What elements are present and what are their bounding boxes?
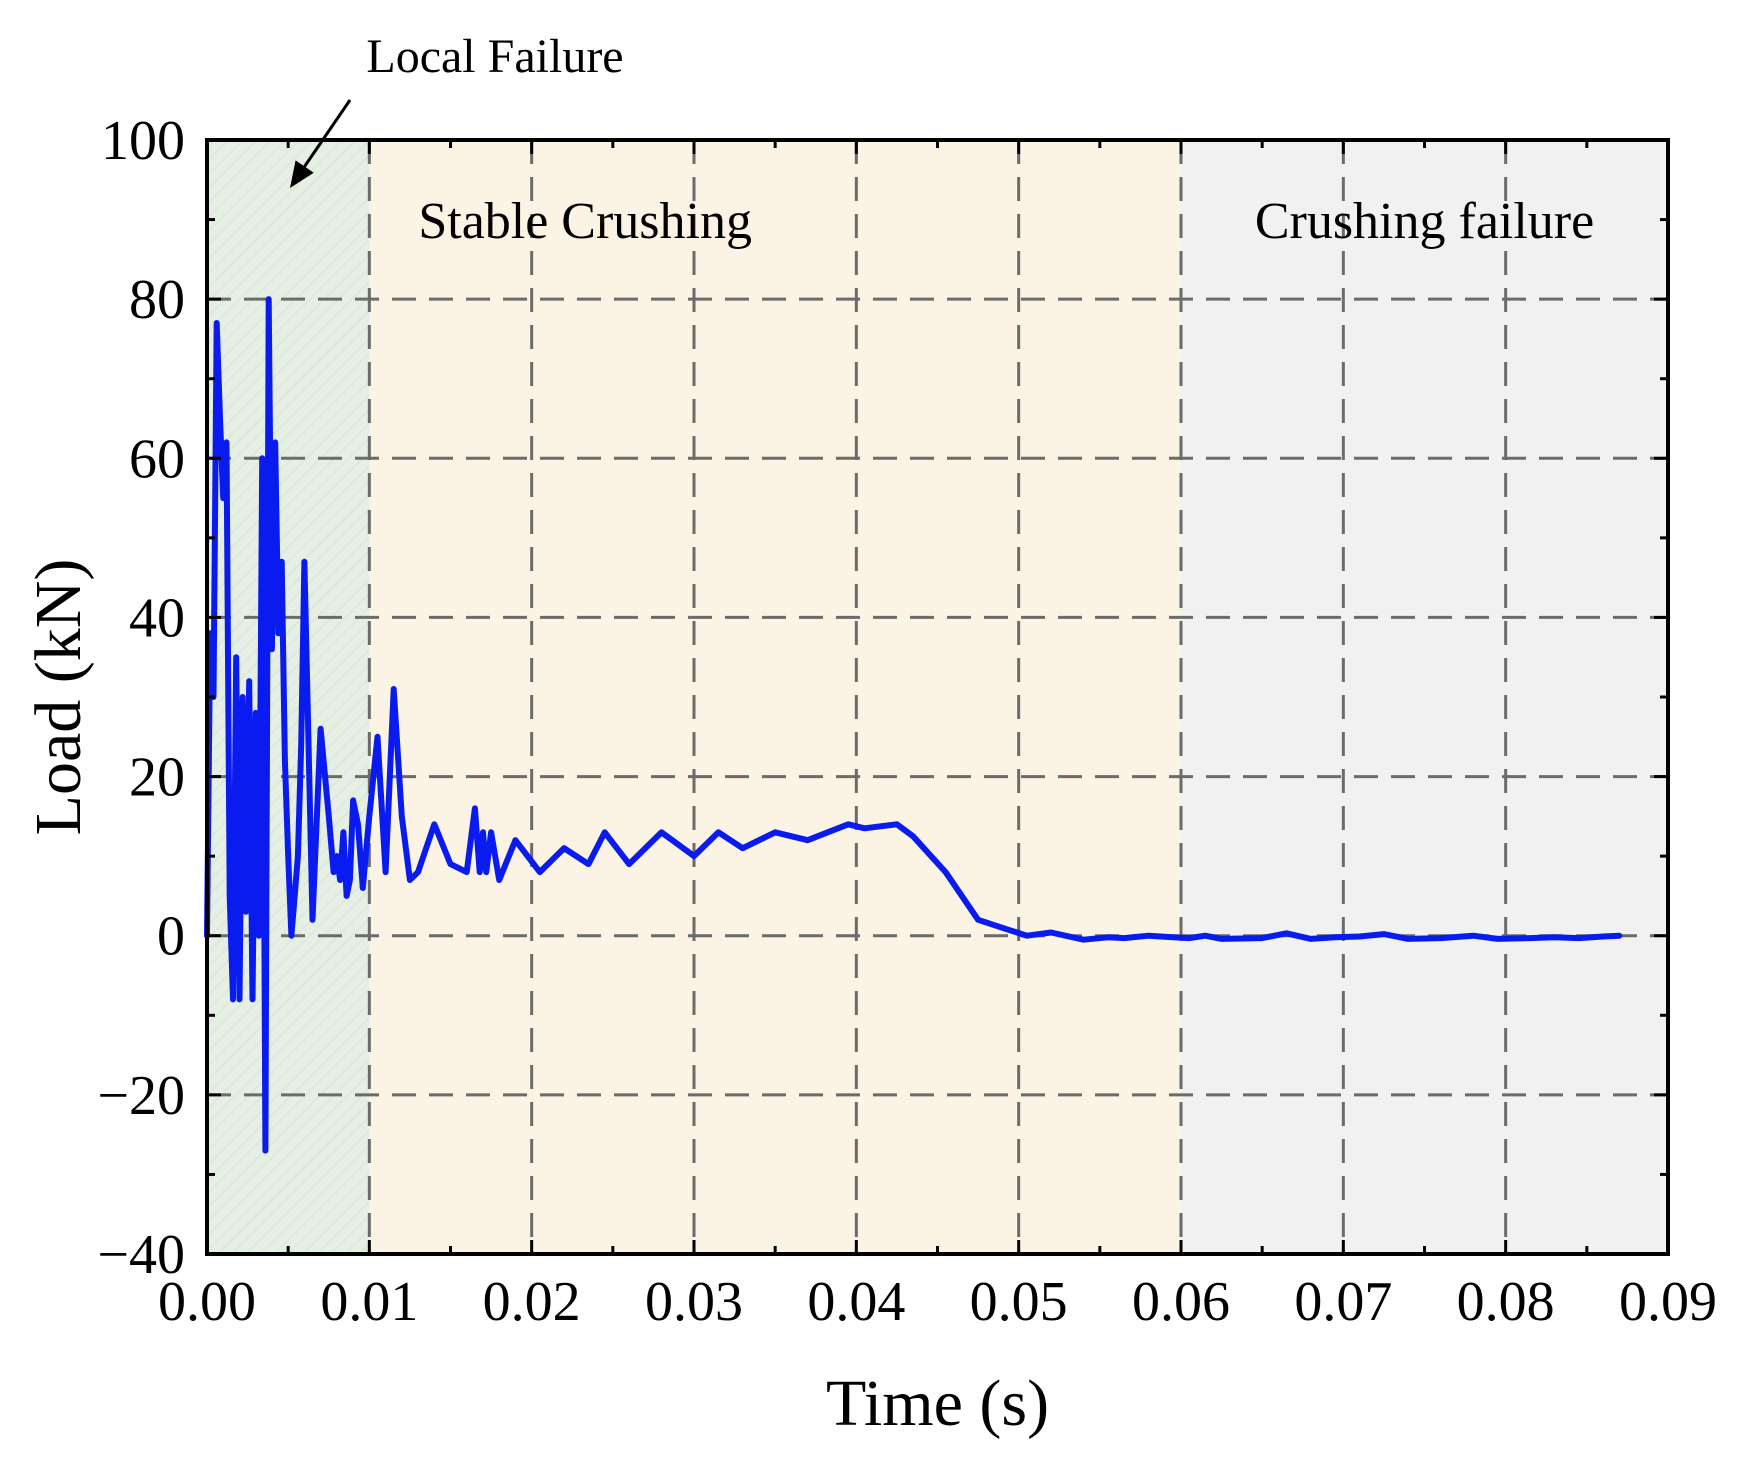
- y-tick-label: 60: [129, 428, 185, 490]
- tick-labels: 0.00 0.01 0.02 0.03 0.04 0.05 0.06 0.07 0.08 0.09…: [97, 110, 1717, 1333]
- x-tick-label: 0.07: [1294, 1271, 1392, 1333]
- x-tick-label: 0.02: [483, 1271, 581, 1333]
- y-tick-label: 20: [129, 747, 185, 809]
- x-tick-label: 0.00: [158, 1271, 256, 1333]
- region-background: [369, 140, 1181, 1254]
- y-tick-label: 0: [157, 906, 185, 968]
- y-tick-label: 40: [129, 587, 185, 649]
- load-series-line: [204, 296, 1623, 1154]
- x-tick-label: 0.05: [970, 1271, 1068, 1333]
- y-axis-title: Load (kN): [22, 559, 95, 836]
- series-layer: [204, 296, 1623, 1154]
- y-tick-label: 100: [101, 110, 185, 172]
- x-tick-label: 0.03: [645, 1271, 743, 1333]
- region-background: [1181, 140, 1668, 1254]
- x-tick-label: 0.09: [1619, 1271, 1717, 1333]
- region-backgrounds: [207, 140, 1668, 1254]
- tick-marks: [205, 138, 1670, 1256]
- x-tick-label: 0.01: [320, 1271, 418, 1333]
- stable-crushing-label: Stable Crushing: [418, 193, 752, 250]
- crushing-failure-label: Crushing failure: [1255, 193, 1594, 250]
- x-tick-label: 0.06: [1132, 1271, 1230, 1333]
- y-tick-label: 80: [129, 269, 185, 331]
- local-failure-arrow: [294, 99, 352, 180]
- x-tick-label: 0.04: [807, 1271, 905, 1333]
- local-failure-label: Local Failure: [366, 30, 623, 83]
- x-tick-label: 0.08: [1457, 1271, 1555, 1333]
- region-hatch: [207, 140, 370, 1254]
- y-tick-label: −40: [97, 1224, 185, 1286]
- x-axis-title: Time (s): [826, 1367, 1049, 1440]
- local-failure-arrowhead-icon: [290, 160, 314, 188]
- y-tick-label: −20: [97, 1065, 185, 1127]
- grid-lines: [207, 140, 1668, 1254]
